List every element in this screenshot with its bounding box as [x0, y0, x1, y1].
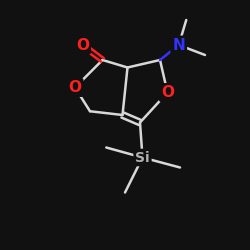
Text: Si: Si: [135, 150, 150, 164]
Text: O: O: [68, 80, 82, 95]
Text: O: O: [76, 38, 89, 52]
Text: O: O: [161, 85, 174, 100]
Text: N: N: [172, 38, 185, 52]
